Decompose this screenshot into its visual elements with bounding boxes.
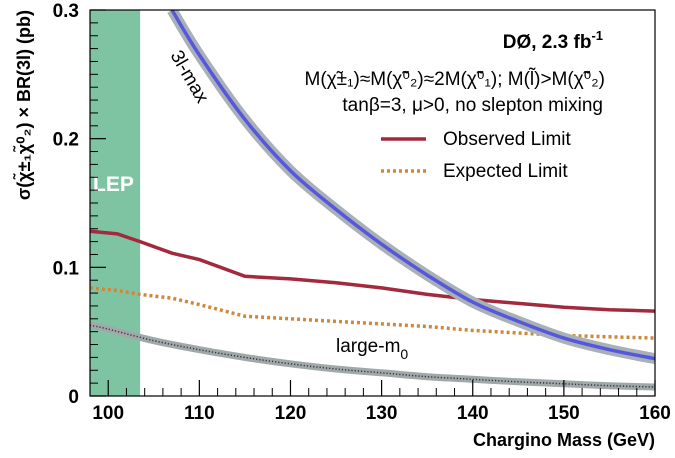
curve-label-large-m0: large-m0: [336, 336, 408, 362]
x-tick-label: 150: [548, 403, 580, 424]
mass-relation-label: M(χ̃±₁)≈M(χ̃⁰₂)≈2M(χ̃⁰₁); M(l̃)>M(χ̃⁰₂): [305, 67, 605, 90]
experiment-label-text: DØ, 2.3 fb: [503, 32, 592, 53]
experiment-label-sup: -1: [591, 28, 603, 43]
x-tick-label: 120: [275, 403, 307, 424]
x-tick-label: 140: [457, 403, 489, 424]
x-tick-label: 110: [184, 403, 215, 424]
series-layer: [90, 10, 655, 391]
observed-limit-line: [90, 229, 655, 313]
legend: Observed Limit Expected Limit: [381, 129, 571, 182]
legend-label-observed-limit: Observed Limit: [443, 129, 571, 150]
y-tick-label: 0: [68, 387, 79, 408]
y-tick-label: 0.3: [53, 1, 79, 22]
y-tick-label: 0.1: [53, 258, 80, 279]
y-axis-title: σ(χ̃±₁χ̃⁰₂) × BR(3l) (pb): [12, 10, 34, 200]
y-tick-label: 0.2: [53, 130, 79, 151]
experiment-label: DØ, 2.3 fb-1: [503, 28, 603, 53]
expected-limit-line: [90, 286, 655, 340]
parameters-label: tanβ=3, μ>0, no slepton mixing: [342, 95, 603, 116]
large-m0-curve: [90, 324, 655, 388]
x-axis-title: Chargino Mass (GeV): [473, 430, 655, 450]
x-tick-label: 100: [92, 403, 124, 424]
ticks-layer: 100 110 120 130 140 150 160 0 0.1 0.2 0.3: [53, 1, 671, 424]
legend-label-expected-limit: Expected Limit: [443, 161, 568, 182]
3l-max-uncertainty-band: [167, 10, 655, 365]
x-tick-label: 160: [639, 403, 671, 424]
curve-label-large-m0-text: large-m: [336, 336, 400, 357]
3l-max-curve: [170, 10, 655, 361]
lep-label: LEP: [93, 173, 134, 196]
x-tick-label: 130: [366, 403, 398, 424]
curve-label-large-m0-sub: 0: [400, 346, 408, 362]
